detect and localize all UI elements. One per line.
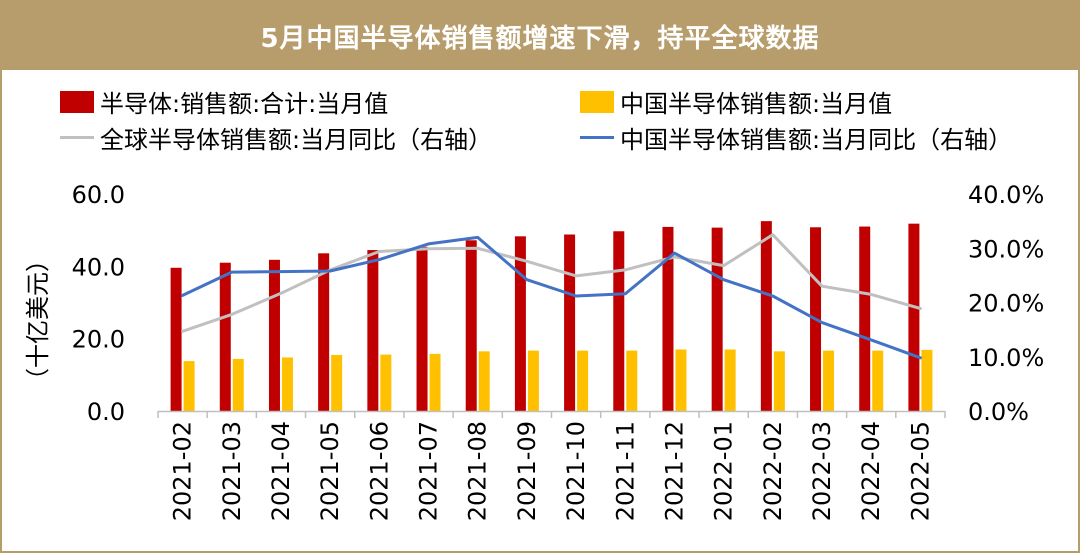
- legend-swatch-global-yoy: [60, 136, 94, 139]
- x-tick-label-2021-10: 2021-10: [562, 421, 590, 521]
- x-tick-label-2021-08: 2021-08: [464, 421, 492, 521]
- bar-china-sales-2021-02: [183, 361, 195, 411]
- bar-total-sales-2021-06: [367, 250, 379, 411]
- legend-label-total-sales: 半导体:销售额:合计:当月值: [100, 90, 389, 118]
- y2-tick-label: 30.0%: [968, 235, 1044, 263]
- bar-total-sales-2021-11: [613, 231, 625, 411]
- y2-tick-label: 10.0%: [968, 344, 1044, 372]
- line-china-yoy: [181, 235, 922, 360]
- bar-total-sales-2021-12: [662, 226, 674, 411]
- bar-total-sales-2021-10: [564, 234, 576, 411]
- x-tick-label-2022-01: 2022-01: [710, 421, 738, 521]
- bar-china-sales-2021-10: [577, 350, 589, 411]
- legend-swatch-china-sales: [580, 90, 614, 113]
- bar-total-sales-2022-02: [760, 221, 772, 411]
- bar-china-sales-2021-11: [626, 350, 638, 411]
- legend-swatch-china-yoy: [580, 136, 614, 139]
- legend-item-china-sales: 中国半导体销售额:当月值: [580, 84, 892, 119]
- bar-china-sales-2022-04: [872, 350, 884, 411]
- bar-china-sales-2021-09: [527, 350, 539, 411]
- x-tick-label-2022-02: 2022-02: [759, 421, 787, 521]
- legend-label-china-yoy: 中国半导体销售额:当月同比（右轴）: [620, 126, 1013, 154]
- legend-item-total-sales: 半导体:销售额:合计:当月值: [60, 84, 388, 119]
- bar-china-sales-2022-03: [823, 350, 835, 411]
- x-tick-label-2021-03: 2021-03: [218, 421, 246, 521]
- bar-total-sales-2021-09: [514, 236, 526, 411]
- x-tick-label-2021-07: 2021-07: [415, 421, 443, 521]
- legend-label-global-yoy: 全球半导体销售额:当月同比（右轴）: [100, 126, 493, 154]
- bar-china-sales-2022-05: [921, 349, 933, 411]
- y-tick-label: 20.0: [72, 326, 125, 354]
- legend-swatch-total-sales: [60, 90, 94, 113]
- bar-total-sales-2022-04: [859, 226, 871, 411]
- bar-total-sales-2021-02: [170, 267, 182, 411]
- bar-total-sales-2021-08: [465, 240, 477, 411]
- bar-china-sales-2021-03: [232, 358, 244, 411]
- y-tick-label: 60.0: [72, 181, 125, 209]
- line-global-yoy: [181, 233, 922, 333]
- bar-total-sales-2022-01: [711, 227, 723, 411]
- legend-item-china-yoy: 中国半导体销售额:当月同比（右轴）: [580, 120, 1012, 155]
- bar-china-sales-2021-08: [478, 351, 490, 411]
- x-tick-label-2022-04: 2022-04: [857, 421, 885, 521]
- bar-china-sales-2021-07: [429, 353, 441, 411]
- bar-china-sales-2021-04: [281, 357, 293, 411]
- bar-total-sales-2021-07: [416, 246, 428, 411]
- bar-total-sales-2022-05: [908, 223, 920, 411]
- x-tick-label-2021-09: 2021-09: [513, 421, 541, 521]
- bar-total-sales-2021-05: [318, 253, 330, 411]
- y2-tick-label: 20.0%: [968, 290, 1044, 318]
- y-tick-label: 0.0: [87, 398, 125, 426]
- x-tick-label-2021-06: 2021-06: [365, 421, 393, 521]
- bar-china-sales-2021-05: [331, 354, 343, 411]
- y-axis-label: （十亿美元）: [24, 248, 52, 392]
- x-tick-label-2021-02: 2021-02: [169, 421, 197, 521]
- bar-china-sales-2022-02: [773, 351, 785, 411]
- x-tick-label-2021-11: 2021-11: [611, 421, 639, 521]
- bar-china-sales-2021-12: [675, 349, 687, 411]
- bar-total-sales-2021-04: [268, 259, 280, 411]
- x-tick-label-2021-04: 2021-04: [267, 421, 295, 521]
- x-tick-label-2021-05: 2021-05: [316, 421, 344, 521]
- y-tick-label: 40.0: [72, 253, 125, 281]
- x-tick-label-2022-05: 2022-05: [906, 421, 934, 521]
- bar-china-sales-2022-01: [724, 349, 736, 411]
- y2-tick-label: 0.0%: [968, 398, 1029, 426]
- x-tick-label-2021-12: 2021-12: [660, 421, 688, 521]
- legend: 半导体:销售额:合计:当月值 中国半导体销售额:当月值 全球半导体销售额:当月同…: [60, 80, 1060, 160]
- bar-china-sales-2021-06: [380, 354, 392, 411]
- legend-label-china-sales: 中国半导体销售额:当月值: [620, 90, 893, 118]
- x-tick-label-2022-03: 2022-03: [808, 421, 836, 521]
- legend-item-global-yoy: 全球半导体销售额:当月同比（右轴）: [60, 120, 492, 155]
- chart-title: 5月中国半导体销售额增速下滑，持平全球数据: [2, 2, 1078, 70]
- bar-total-sales-2021-03: [219, 262, 231, 411]
- y2-tick-label: 40.0%: [968, 181, 1044, 209]
